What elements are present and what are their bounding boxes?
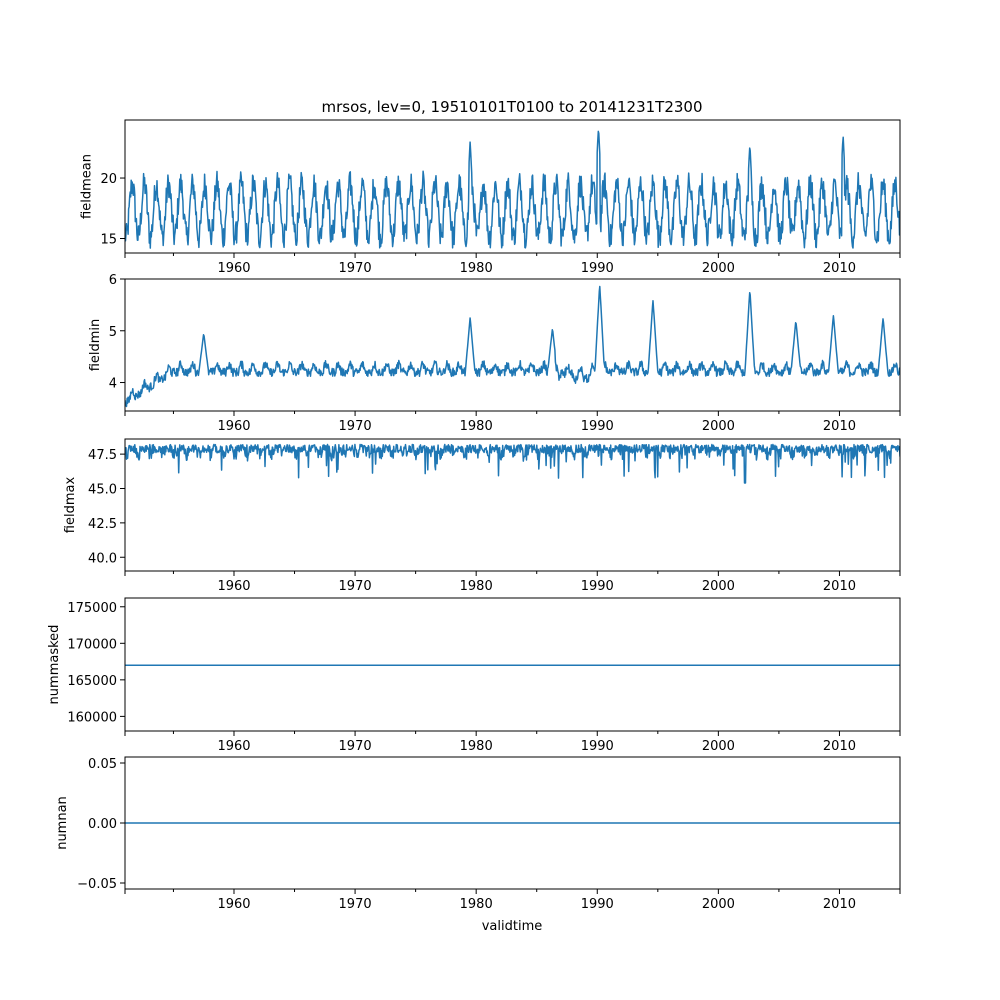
x-tick-label: 1970 <box>339 261 372 276</box>
subplot-numnan: 1960 1970 1980 1990 2000 2010 −0.05 0.00 0.05 num… <box>55 756 901 912</box>
subplot-nummasked: 1960 1970 1980 1990 2000 2010 160000 165000 1700… <box>47 597 901 754</box>
x-tick-label: 2000 <box>702 261 735 276</box>
x-tick-label: 1980 <box>460 897 493 912</box>
x-tick-label: 1980 <box>460 261 493 276</box>
y-tick-label: −0.05 <box>77 877 117 892</box>
series-line-fieldmax <box>125 443 900 484</box>
x-tick-label: 1960 <box>217 739 250 754</box>
axes-frame <box>124 119 901 254</box>
axes-frame <box>124 438 901 572</box>
series-line-fieldmean <box>125 130 900 249</box>
x-tick-label: 1960 <box>217 419 250 434</box>
x-tick-label: 1990 <box>581 897 614 912</box>
y-tick-label: 160000 <box>67 710 117 725</box>
x-tick-label: 2000 <box>702 897 735 912</box>
x-tick-label: 1990 <box>581 261 614 276</box>
x-tick-label: 1980 <box>460 419 493 434</box>
y-tick-label: 0.00 <box>88 817 117 832</box>
x-tick-label: 2010 <box>823 579 856 594</box>
x-tick-label: 2010 <box>823 261 856 276</box>
y-tick-label: 6 <box>109 273 117 288</box>
y-axis-label: fieldmin <box>88 319 103 372</box>
x-tick-label: 1990 <box>581 419 614 434</box>
subplot-fieldmin: 1960 1970 1980 1990 2000 2010 4 5 6 fieldmin <box>88 273 901 434</box>
axes-frame <box>124 597 901 732</box>
x-tick-label: 1960 <box>217 579 250 594</box>
y-tick-label: 47.5 <box>88 448 117 463</box>
y-tick-label: 42.5 <box>88 517 117 532</box>
y-tick-label: 40.0 <box>88 551 117 566</box>
y-tick-label: 4 <box>109 377 117 392</box>
y-tick-label: 0.05 <box>88 757 117 772</box>
x-tick-label: 1970 <box>339 739 372 754</box>
subplots: 1960 1970 1980 1990 2000 20101520fieldmean196… <box>47 119 901 912</box>
x-tick-label: 2000 <box>702 579 735 594</box>
subplot-fieldmax: 1960 1970 1980 1990 2000 2010 40.0 42.5 45.0 47.5… <box>63 438 901 594</box>
x-tick-label: 1960 <box>217 897 250 912</box>
y-tick-label: 165000 <box>67 674 117 689</box>
x-tick-label: 1960 <box>217 261 250 276</box>
y-tick-label: 170000 <box>67 637 117 652</box>
y-tick-label: 15 <box>100 232 117 247</box>
y-tick-label: 5 <box>109 325 117 340</box>
y-axis-label: fieldmax <box>63 477 78 534</box>
x-tick-label: 2010 <box>823 739 856 754</box>
y-tick-label: 20 <box>100 172 117 187</box>
y-tick-label: 175000 <box>67 601 117 616</box>
x-tick-label: 1990 <box>581 739 614 754</box>
x-tick-label: 2010 <box>823 419 856 434</box>
x-tick-label: 1970 <box>339 419 372 434</box>
x-axis-label: validtime <box>482 919 543 934</box>
x-tick-label: 1990 <box>581 579 614 594</box>
chart-title: mrsos, lev=0, 19510101T0100 to 20141231T… <box>321 98 702 116</box>
x-tick-label: 1980 <box>460 739 493 754</box>
y-axis-label: fieldmean <box>80 154 95 219</box>
axes-frame <box>124 278 901 412</box>
x-tick-label: 1970 <box>339 579 372 594</box>
y-axis-label: nummasked <box>47 625 62 705</box>
subplot-fieldmean: 1960 1970 1980 1990 2000 2010 15 20 fieldmean <box>80 119 901 276</box>
y-axis-label: numnan <box>55 796 70 850</box>
x-tick-label: 2010 <box>823 897 856 912</box>
series-line-fieldmin <box>125 285 900 408</box>
x-tick-label: 2000 <box>702 419 735 434</box>
x-tick-label: 1970 <box>339 897 372 912</box>
x-tick-label: 2000 <box>702 739 735 754</box>
x-tick-label: 1980 <box>460 579 493 594</box>
y-tick-label: 45.0 <box>88 483 117 498</box>
